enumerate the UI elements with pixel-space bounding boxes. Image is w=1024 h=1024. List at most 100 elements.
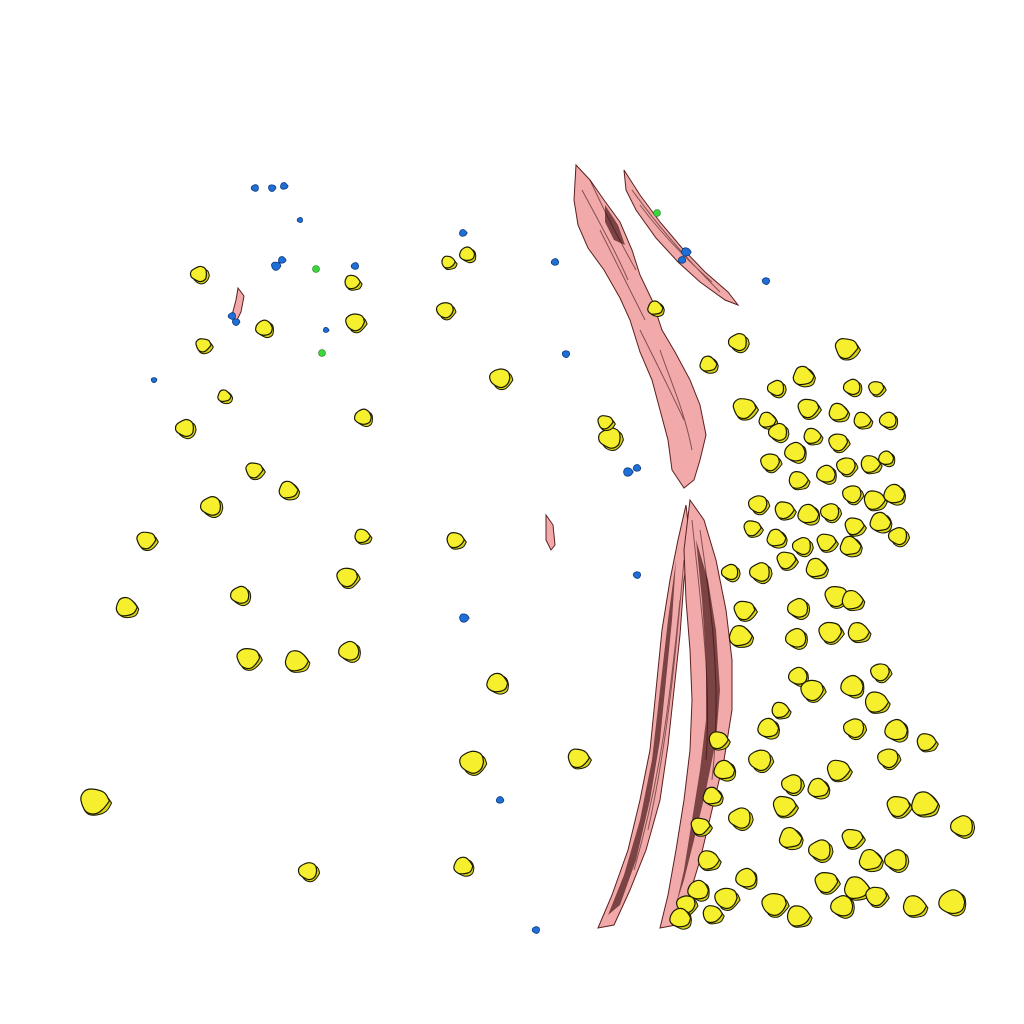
yellow-cell (828, 402, 850, 421)
yellow-cell (887, 527, 908, 546)
yellow-cell (816, 533, 837, 552)
yellow-cell (747, 495, 768, 514)
yellow-cell (787, 666, 808, 685)
fiber-lower-left (597, 504, 691, 929)
yellow-cell (199, 496, 222, 516)
yellow-cell (902, 895, 928, 917)
yellow-cell (733, 600, 756, 621)
blue-cell (623, 467, 634, 477)
yellow-cell (797, 398, 820, 419)
fiber-upper-main (573, 163, 707, 489)
yellow-cell (830, 895, 854, 917)
yellow-cell (354, 528, 372, 544)
yellow-cell (772, 795, 797, 817)
yellow-cell (842, 378, 861, 396)
yellow-cell (714, 887, 738, 910)
yellow-cell (807, 839, 831, 861)
blue-cell (632, 464, 642, 472)
yellow-cell (435, 302, 454, 319)
yellow-cell (761, 893, 787, 916)
yellow-cell (757, 717, 780, 738)
yellow-cell (844, 517, 866, 536)
yellow-cell (217, 389, 232, 403)
yellow-cell (136, 531, 157, 550)
yellow-cell (877, 748, 899, 769)
yellow-cell (797, 503, 820, 524)
yellow-cell (841, 589, 865, 610)
yellow-cell (189, 265, 208, 283)
yellow-cell (598, 427, 621, 449)
yellow-cell (174, 418, 195, 438)
fiber-lower-stripes (633, 519, 717, 871)
yellow-cell (687, 879, 710, 900)
yellow-cell (453, 856, 474, 875)
yellow-cell (842, 485, 862, 504)
blue-cell (278, 256, 287, 264)
yellow-cell (836, 457, 856, 476)
yellow-cell (842, 718, 865, 739)
fiber-lower-right-dark (676, 540, 720, 905)
yellow-cell (767, 422, 788, 441)
yellow-cell (778, 826, 803, 848)
blue-cell (677, 256, 687, 264)
yellow-cell (766, 379, 785, 397)
blue-cell (350, 262, 360, 270)
yellow-cell (728, 807, 751, 829)
yellow-cell (883, 483, 906, 504)
yellow-cell (864, 691, 890, 713)
yellow-cell (690, 817, 711, 836)
yellow-cell (567, 748, 591, 769)
yellow-cell (708, 731, 729, 750)
fiber-upper-core (605, 205, 625, 245)
yellow-cell (886, 795, 911, 818)
yellow-cell (784, 627, 807, 648)
yellow-cell (727, 332, 747, 352)
yellow-cell (884, 718, 909, 741)
yellow-cell (748, 749, 772, 772)
yellow-cell (868, 381, 885, 396)
yellow-cell (195, 338, 212, 353)
yellow-cell (115, 596, 138, 617)
yellow-cell (841, 828, 864, 849)
yellow-cell (459, 246, 476, 261)
yellow-cell (916, 733, 938, 752)
blue-cell (271, 261, 282, 271)
yellow-cell (278, 480, 299, 499)
blue-cell (459, 613, 470, 623)
yellow-cell (697, 850, 721, 870)
yellow-cell (786, 905, 812, 927)
yellow-cell (760, 453, 781, 472)
yellow-cell (702, 905, 724, 924)
yellow-cell (459, 750, 485, 774)
yellow-cell (807, 777, 830, 798)
yellow-cell (597, 415, 614, 430)
blue-cell-group (150, 182, 771, 934)
blue-cell (150, 377, 158, 384)
green-cell (318, 349, 326, 357)
yellow-cell (865, 886, 888, 907)
yellow-cell (818, 621, 843, 644)
yellow-cell (828, 433, 849, 452)
yellow-cell (284, 650, 310, 672)
yellow-cell (878, 450, 895, 465)
yellow-cell (816, 464, 836, 483)
yellow-cell (758, 411, 777, 428)
yellow-cell (255, 319, 274, 336)
yellow-cell-group (80, 246, 976, 930)
yellow-cell (766, 528, 787, 547)
yellow-cell (702, 786, 723, 805)
blue-cell (268, 184, 277, 192)
yellow-cell (844, 876, 871, 900)
yellow-cell (853, 411, 872, 428)
blue-cell (227, 312, 236, 320)
yellow-cell (834, 338, 859, 360)
yellow-cell (336, 567, 359, 588)
yellow-cell (732, 398, 757, 420)
yellow-cell (669, 907, 692, 928)
green-cell (312, 265, 320, 273)
yellow-cell (938, 889, 966, 915)
blue-cell (761, 277, 771, 285)
yellow-cell (786, 597, 809, 618)
yellow-cell (80, 788, 111, 815)
